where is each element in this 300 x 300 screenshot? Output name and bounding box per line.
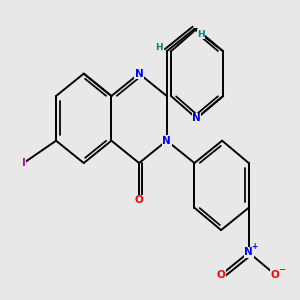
Text: I: I [22,158,26,168]
Text: H: H [155,43,163,52]
Text: O: O [217,270,225,280]
Text: O: O [271,270,280,280]
Text: H: H [197,30,205,39]
Text: +: + [251,242,258,251]
Text: N: N [162,136,171,146]
Text: N: N [192,113,201,123]
Text: N: N [244,248,253,257]
Text: O: O [135,195,143,205]
Text: −: − [278,265,285,274]
Text: N: N [135,69,143,79]
